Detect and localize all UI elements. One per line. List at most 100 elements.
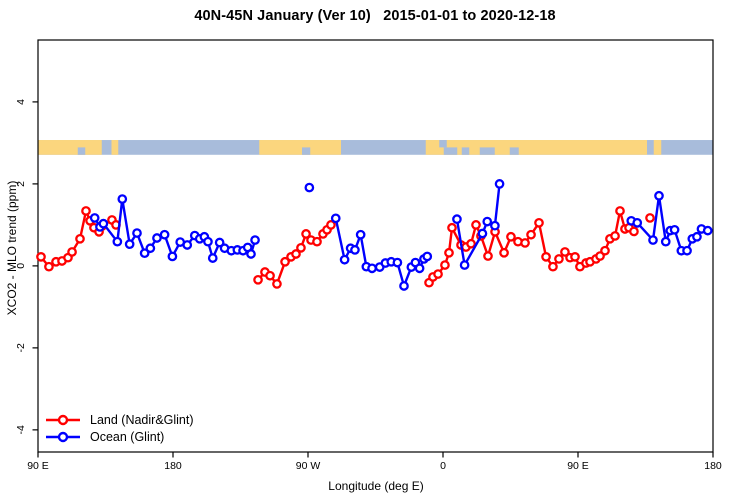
y-tick-label: -4 [15,425,27,434]
data-point [392,257,403,268]
x-tick-label: 90 W [296,460,321,472]
data-point [490,220,500,231]
x-tick-label: 180 [704,460,722,472]
data-point [482,216,493,227]
legend: Land (Nadir&Glint) Ocean (Glint) [44,411,194,445]
y-tick-label: 0 [15,263,27,269]
data-point [459,260,470,270]
data-point [471,220,481,230]
data-point [367,263,377,274]
x-tick-label: 90 E [27,460,49,472]
y-axis-label: XCO2 - MLO trend (ppm) [5,180,19,316]
data-point [570,252,580,262]
x-axis-label: Longitude (deg E) [328,479,424,493]
data-point [629,226,639,237]
data-point [81,206,91,216]
y-tick-label: -2 [15,343,27,352]
data-point [67,247,77,257]
x-tick-label: 90 E [567,460,589,472]
data-point [422,251,433,262]
data-point [75,233,85,244]
x-tick-label: 0 [440,460,446,472]
data-point [444,247,454,258]
data-point [660,236,671,247]
data-point [477,228,488,239]
data-point [89,213,100,223]
data-point [560,247,570,257]
data-point [447,222,457,233]
data-point [506,231,516,242]
data-point [534,217,544,228]
data-point [433,269,443,279]
data-point [203,236,213,247]
data-point [692,231,702,242]
data-point [214,237,225,248]
map-band-inland-water [479,147,495,155]
data-point [124,239,135,250]
data-point [330,213,341,224]
map-band-coastal-water [439,140,447,148]
data-point [440,260,450,270]
data-point [139,248,150,259]
data-point [554,254,564,264]
data-point [615,206,625,216]
data-point [182,240,193,250]
map-band-land-segment [259,140,341,155]
data-point [246,249,256,259]
x-tick-label: 180 [164,460,182,472]
plot-box [37,39,714,453]
map-band-inland-water [509,147,519,155]
data-point [312,236,322,247]
data-point [44,261,54,272]
data-point [610,231,620,241]
map-band-land-segment [653,140,662,155]
data-point [207,253,218,263]
ocean-series-swatch-icon [46,431,80,442]
legend-label-land: Land (Nadir&Glint) [90,412,194,427]
y-tick-label: 4 [15,99,27,105]
land-series-swatch-icon [46,414,80,425]
data-point [132,228,142,238]
map-band-inland-water [443,147,458,155]
data-point [36,252,46,262]
data-point [526,229,536,240]
data-point [250,235,260,245]
map-band-land-segment [111,140,119,155]
map-band-inland-water [461,147,470,155]
data-point [291,249,301,259]
y-tick-label: 2 [15,181,27,187]
data-point-isolated [304,182,315,193]
legend-row-ocean: Ocean (Glint) [44,428,194,445]
data-point [98,218,109,229]
data-point [272,279,282,289]
data-point [494,179,505,189]
data-point [452,214,462,224]
data-point [648,235,658,245]
data-point [600,245,610,256]
data-point [682,245,692,256]
data-point [520,238,530,248]
data-point [280,256,290,267]
data-point [145,243,156,254]
chart-title: 40N-45N January (Ver 10) 2015-01-01 to 2… [194,8,556,24]
map-band-land-segment [38,140,102,155]
data-point [159,229,170,240]
legend-label-ocean: Ocean (Glint) [90,429,165,444]
data-point [350,245,360,255]
data-point [499,247,509,258]
data-point [669,224,680,235]
data-point [414,263,425,274]
data-point [296,242,306,253]
data-point [326,220,336,230]
data-point [632,217,643,228]
data-point [152,233,162,243]
data-point [399,281,409,291]
data-point [265,270,275,281]
data-point [339,254,350,265]
legend-row-land: Land (Nadir&Glint) [44,411,194,428]
data-point [466,238,476,249]
map-band-inland-water [302,147,311,155]
data-point [355,229,366,240]
